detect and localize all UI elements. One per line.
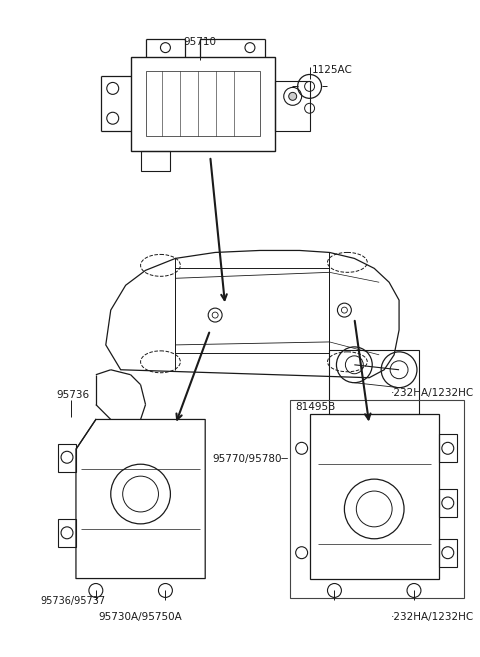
Bar (439, 489, 457, 517)
Bar (175, 268, 329, 353)
Text: 81495B: 81495B (296, 401, 336, 411)
Bar (310, 415, 439, 579)
Text: ·232HA/1232HC: ·232HA/1232HC (390, 388, 474, 397)
Text: ·232HA/1232HC: ·232HA/1232HC (390, 612, 474, 622)
Bar (58, 519, 76, 547)
Text: 1125AC: 1125AC (312, 64, 352, 74)
Text: 95770/95780─: 95770/95780─ (212, 454, 288, 464)
Text: 95730A/95750A: 95730A/95750A (99, 612, 182, 622)
Text: 95710: 95710 (184, 37, 217, 47)
Bar (145, 72, 260, 136)
Text: 95736/95737: 95736/95737 (40, 597, 106, 606)
Circle shape (288, 93, 297, 101)
Bar (439, 434, 457, 463)
Bar (439, 539, 457, 566)
Bar (58, 444, 76, 472)
Text: 95736: 95736 (56, 390, 89, 399)
Bar (275, 81, 310, 131)
Bar (141, 151, 170, 171)
Bar (290, 399, 464, 599)
Bar (131, 57, 275, 151)
Bar (329, 350, 419, 415)
